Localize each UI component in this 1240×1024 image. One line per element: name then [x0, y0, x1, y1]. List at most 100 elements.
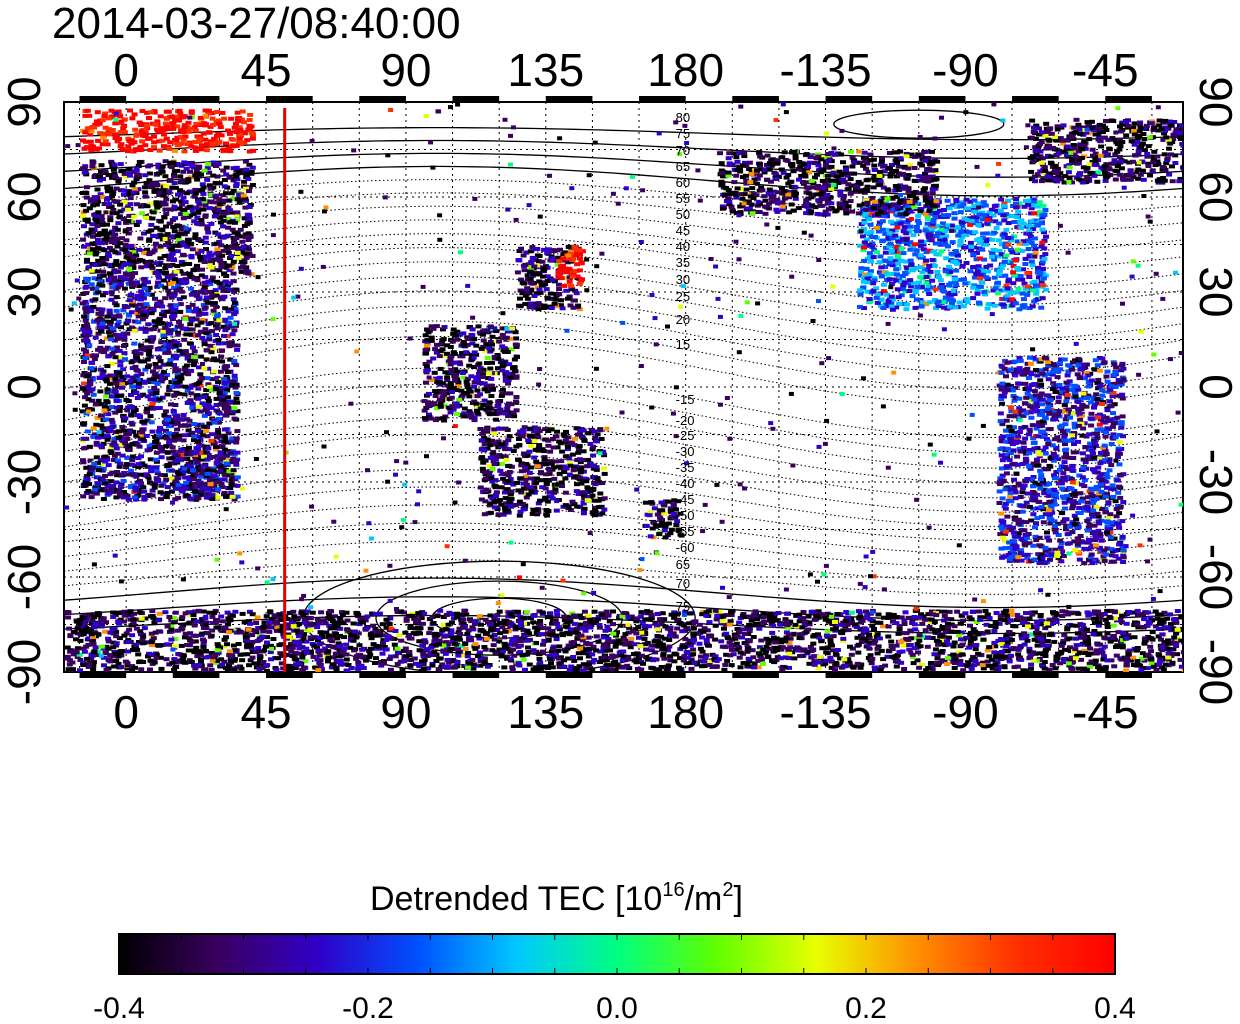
data-cell: [592, 505, 598, 510]
data-cell: [967, 216, 974, 221]
data-cell: [231, 289, 238, 294]
data-cell: [812, 205, 819, 210]
data-cell: [675, 528, 682, 533]
data-cell: [107, 428, 114, 433]
data-cell: [185, 305, 192, 309]
data-cell: [519, 291, 526, 296]
data-cell: [187, 204, 194, 209]
data-cell: [201, 463, 208, 468]
data-cell: [949, 203, 956, 208]
data-cell: [104, 364, 111, 369]
data-cell: [946, 267, 953, 272]
data-cell: [874, 226, 880, 230]
data-cell: [555, 255, 562, 260]
data-cell: [536, 287, 543, 292]
data-cell: [1029, 263, 1036, 268]
data-cell: [217, 295, 224, 300]
data-cell: [147, 354, 154, 359]
data-cell: [527, 276, 534, 281]
data-cell: [129, 454, 136, 459]
data-cell: [940, 221, 946, 226]
data-cell: [426, 359, 433, 364]
data-cell: [95, 347, 102, 352]
data-cell: [1015, 287, 1022, 291]
data-cell: [583, 479, 590, 484]
data-cell: [193, 317, 200, 322]
data-cell: [489, 479, 496, 484]
data-cell: [970, 285, 977, 290]
data-cell: [799, 167, 806, 172]
data-cell: [144, 394, 151, 399]
data-cell: [439, 338, 446, 343]
data-cell: [546, 471, 553, 476]
data-cell: [888, 219, 895, 224]
data-cell: [743, 187, 750, 192]
data-cell: [195, 396, 202, 401]
data-cell: [116, 373, 123, 377]
data-cell: [1001, 218, 1008, 223]
data-cell: [887, 260, 894, 265]
data-cell: [202, 235, 209, 240]
data-cell: [83, 191, 90, 196]
data-cell: [208, 438, 215, 443]
data-cell: [186, 482, 193, 487]
data-cell: [942, 295, 949, 300]
data-cell: [115, 458, 121, 463]
data-cell: [98, 214, 105, 219]
data-cell: [970, 265, 977, 269]
data-cell: [142, 329, 149, 334]
data-cell: [204, 487, 210, 492]
data-cell: [543, 482, 550, 486]
data-cell: [226, 469, 233, 474]
data-cell: [480, 332, 486, 337]
data-cell: [190, 212, 197, 216]
data-cell: [80, 460, 87, 465]
data-cell: [483, 407, 490, 412]
data-cell: [121, 428, 128, 433]
data-cell: [196, 434, 202, 439]
data-cell: [479, 381, 486, 386]
data-cell: [1009, 297, 1016, 302]
data-cell: [185, 428, 192, 433]
data-cell: [139, 437, 146, 442]
data-cell: [181, 367, 188, 372]
data-cell: [88, 268, 95, 273]
data-cell: [218, 261, 225, 266]
data-cell: [675, 499, 682, 504]
data-cell: [837, 193, 844, 197]
data-cell: [178, 488, 185, 493]
data-cell: [135, 456, 142, 461]
data-cell: [132, 364, 139, 369]
data-cell: [202, 311, 209, 316]
data-cell: [449, 339, 456, 344]
data-cell: [1030, 227, 1037, 232]
data-cell: [116, 488, 123, 493]
data-cell: [104, 197, 110, 202]
data-cell: [548, 296, 555, 301]
data-cell: [868, 230, 875, 234]
data-cell: [200, 482, 207, 487]
data-cell: [216, 457, 223, 461]
data-cell: [565, 445, 571, 449]
data-cell: [481, 387, 488, 392]
data-cell: [974, 272, 981, 277]
data-cell: [191, 422, 198, 426]
data-cell: [175, 391, 182, 396]
data-cell: [537, 290, 544, 295]
data-cell: [138, 347, 145, 352]
data-cell: [126, 444, 133, 449]
data-cell: [160, 481, 167, 486]
data-cell: [843, 208, 849, 212]
data-cell: [142, 190, 149, 195]
data-cell: [86, 206, 93, 211]
data-cell: [1025, 203, 1032, 207]
data-cell: [171, 169, 178, 174]
data-cell: [508, 489, 515, 494]
data-cell: [473, 352, 480, 357]
data-cell: [939, 239, 946, 244]
data-cell: [489, 342, 495, 347]
data-cell: [199, 318, 206, 322]
data-cell: [523, 250, 530, 255]
data-cell: [106, 201, 113, 206]
data-cell: [1041, 230, 1047, 235]
